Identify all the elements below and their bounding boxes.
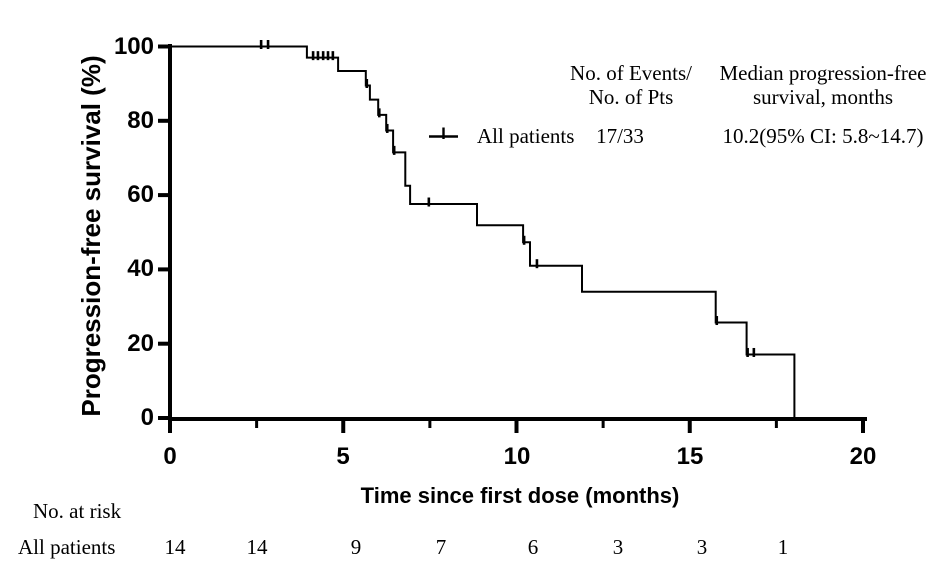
median-value: 10.2(95% CI: 5.8~14.7) bbox=[722, 124, 924, 148]
y-axis-title: Progression-free survival (%) bbox=[76, 55, 106, 417]
events-value: 17/33 bbox=[596, 124, 644, 148]
y-tick-label-20: 20 bbox=[127, 330, 154, 357]
risk-value-2: 9 bbox=[350, 535, 362, 559]
y-tick-label-0: 0 bbox=[140, 404, 154, 431]
y-tick-label-60: 60 bbox=[127, 181, 154, 208]
axes bbox=[158, 44, 867, 433]
km-survival-curve bbox=[170, 45, 796, 418]
events-header-line2: No. of Pts bbox=[588, 85, 674, 109]
risk-value-5: 3 bbox=[612, 535, 624, 559]
y-tick-label-40: 40 bbox=[127, 255, 154, 282]
censor-marks bbox=[259, 40, 756, 357]
legend-line-symbol bbox=[429, 127, 458, 139]
risk-value-7: 1 bbox=[777, 535, 789, 559]
y-tick-label-100: 100 bbox=[113, 33, 154, 60]
x-tick-label-15: 15 bbox=[676, 443, 704, 470]
risk-value-0: 14 bbox=[164, 535, 186, 559]
median-header-line2: survival, months bbox=[753, 85, 893, 109]
x-tick-label-20: 20 bbox=[849, 443, 877, 470]
risk-value-3: 7 bbox=[435, 535, 447, 559]
x-tick-label-0: 0 bbox=[163, 443, 177, 470]
risk-value-1: 14 bbox=[246, 535, 268, 559]
risk-row-label: All patients bbox=[18, 535, 116, 559]
risk-value-6: 3 bbox=[696, 535, 708, 559]
x-tick-label-10: 10 bbox=[503, 443, 531, 470]
legend-label: All patients bbox=[477, 124, 575, 148]
risk-table-title: No. at risk bbox=[33, 499, 122, 523]
events-header-line1: No. of Events/ bbox=[570, 61, 692, 85]
x-tick-label-5: 5 bbox=[336, 443, 350, 470]
risk-value-4: 6 bbox=[527, 535, 539, 559]
x-axis-title: Time since first dose (months) bbox=[360, 483, 680, 508]
y-tick-label-80: 80 bbox=[127, 107, 154, 134]
median-header-line1: Median progression-free bbox=[719, 61, 927, 85]
